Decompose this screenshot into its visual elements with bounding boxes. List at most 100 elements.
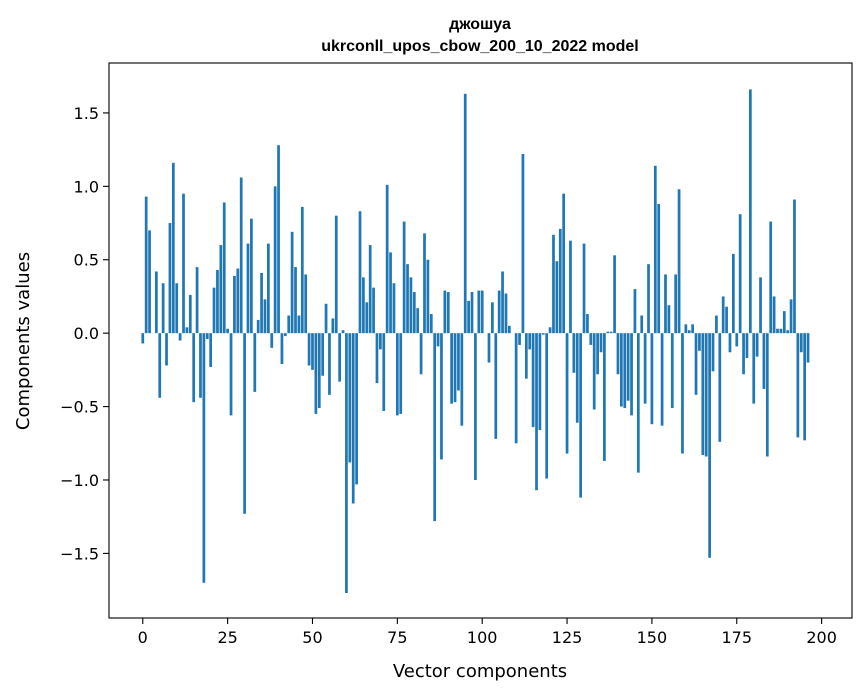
bar xyxy=(572,333,576,373)
x-tick-label: 25 xyxy=(217,628,237,647)
bar xyxy=(647,264,650,334)
bar xyxy=(752,333,756,404)
bar xyxy=(436,333,440,347)
bar xyxy=(450,333,454,404)
bar xyxy=(331,318,335,334)
bar xyxy=(470,292,474,334)
bar xyxy=(283,333,287,337)
bar xyxy=(253,333,257,392)
bar xyxy=(806,333,810,363)
bar xyxy=(300,206,304,334)
bar xyxy=(412,292,416,334)
y-tick-label: −1.5 xyxy=(60,544,99,563)
bar xyxy=(772,296,776,334)
bar xyxy=(474,333,477,480)
bar xyxy=(603,333,606,461)
bar xyxy=(555,261,559,334)
x-tick-label: 0 xyxy=(138,628,148,647)
bar xyxy=(528,333,532,350)
bar xyxy=(538,333,542,431)
bar xyxy=(287,315,291,334)
bar xyxy=(653,165,657,334)
bar xyxy=(324,303,328,334)
bar xyxy=(409,277,413,334)
bar xyxy=(616,333,620,375)
bar xyxy=(148,230,151,334)
bar xyxy=(375,333,379,384)
bar xyxy=(667,305,671,334)
x-tick-label: 200 xyxy=(806,628,837,647)
bar xyxy=(243,333,246,514)
bar xyxy=(395,333,399,416)
bar xyxy=(779,328,783,334)
bar xyxy=(273,186,277,334)
bar xyxy=(467,300,470,334)
bar xyxy=(263,299,267,334)
bar xyxy=(769,221,773,334)
bar xyxy=(664,274,667,334)
bar xyxy=(681,333,684,454)
bar xyxy=(328,333,331,395)
bar xyxy=(793,199,796,334)
bar xyxy=(379,333,382,350)
bar xyxy=(650,333,654,425)
bar xyxy=(229,333,233,416)
bar xyxy=(345,333,348,594)
bar xyxy=(433,333,437,522)
bar xyxy=(277,145,280,334)
bar xyxy=(636,333,640,473)
bar xyxy=(745,333,749,359)
bar xyxy=(579,333,582,498)
x-tick-label: 75 xyxy=(387,628,407,647)
bar xyxy=(620,333,623,407)
bar xyxy=(630,333,633,416)
bar xyxy=(175,283,179,334)
bar xyxy=(226,328,229,334)
bar xyxy=(660,333,664,426)
bar xyxy=(178,333,182,341)
y-tick-label: 1.5 xyxy=(74,104,99,123)
bar xyxy=(188,294,192,334)
bar xyxy=(154,271,158,334)
bar xyxy=(786,330,790,334)
x-tick-label: 125 xyxy=(552,628,583,647)
bar xyxy=(205,333,209,340)
y-axis-ticks: −1.5 −1.0 −0.5 0.0 0.5 1.0 1.5 xyxy=(60,104,109,563)
bar xyxy=(487,333,491,363)
bar xyxy=(141,333,145,344)
bar xyxy=(738,214,742,334)
bar xyxy=(338,333,341,382)
chart-title-line1: джошуа xyxy=(449,16,511,33)
bar xyxy=(267,243,270,334)
bar xyxy=(290,231,294,334)
bar xyxy=(270,333,274,348)
bar xyxy=(548,327,552,334)
bar xyxy=(755,333,759,357)
bar xyxy=(385,184,389,334)
bar xyxy=(192,333,196,403)
bar xyxy=(144,196,148,334)
bar xyxy=(246,243,250,334)
bar xyxy=(182,193,185,334)
bar xyxy=(341,330,345,334)
bar xyxy=(728,333,732,353)
bar xyxy=(694,333,698,395)
bar xyxy=(382,333,386,411)
bar xyxy=(158,333,162,398)
bar xyxy=(304,274,308,334)
bar xyxy=(440,333,443,460)
plot-area-frame xyxy=(108,62,853,619)
bar xyxy=(721,296,725,334)
bar xyxy=(606,331,610,334)
bar xyxy=(711,333,715,372)
bar xyxy=(256,319,260,334)
x-tick-label: 150 xyxy=(637,628,668,647)
bar xyxy=(504,293,508,334)
bar xyxy=(165,333,168,366)
bar xyxy=(195,267,199,334)
bar xyxy=(294,267,297,334)
bar xyxy=(701,333,705,456)
bar xyxy=(351,333,355,504)
bar xyxy=(477,290,481,334)
bar xyxy=(569,240,572,334)
